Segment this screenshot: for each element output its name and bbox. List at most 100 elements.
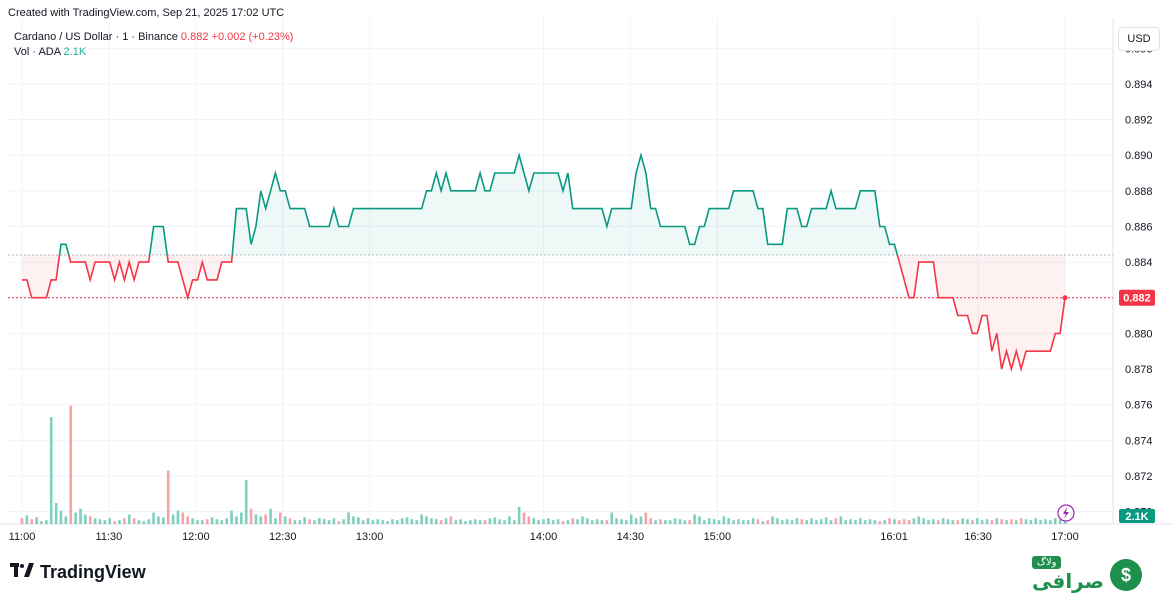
volume-bar — [1000, 519, 1003, 524]
volume-bar — [941, 518, 945, 524]
x-tick-label: 17:00 — [1051, 531, 1079, 543]
last-volume-tag — [1119, 509, 1155, 523]
volume-bar — [1049, 520, 1052, 524]
volume-bar — [264, 514, 267, 524]
volume-bar — [376, 519, 380, 524]
volume-bar — [668, 520, 672, 524]
volume-bar — [430, 518, 433, 524]
volume-bar — [69, 405, 73, 524]
volume-bar — [824, 517, 828, 524]
volume-bar — [464, 521, 467, 524]
volume-bar — [49, 417, 53, 524]
volume-bars — [20, 405, 1067, 524]
last-price-markers: 0.882 2.1K — [1057, 289, 1155, 523]
volume-bar — [327, 520, 331, 524]
volume-bar — [512, 520, 516, 524]
legend-price: 0.882 — [180, 31, 209, 43]
volume-bar — [688, 520, 692, 524]
volume-bar — [508, 516, 511, 524]
time-axis: 11:00 11:30 12:00 12:30 13:00 14:00 14:30 15:00… — [9, 531, 1079, 543]
volume-bar — [249, 508, 253, 524]
volume-bar — [844, 520, 847, 524]
volume-bar — [30, 519, 34, 524]
volume-bar — [639, 516, 643, 524]
volume-bar — [235, 516, 238, 524]
tradingview-brand[interactable]: TradingView — [10, 562, 146, 583]
volume-bar — [493, 517, 497, 524]
symbol-name[interactable]: Cardano / US Dollar · 1 · Binance — [14, 31, 178, 43]
chart-legend: Cardano / US Dollar · 1 · Binance 0.882 … — [14, 30, 293, 60]
y-tick-label: 0.880 — [1125, 328, 1153, 340]
volume-bar — [883, 520, 886, 524]
volume-bar — [1005, 520, 1008, 524]
volume-bar — [469, 520, 472, 524]
volume-bar — [561, 521, 565, 524]
lightning-icon[interactable] — [1057, 504, 1075, 522]
currency-button[interactable]: USD — [1118, 27, 1160, 51]
volume-bar — [35, 517, 38, 524]
volume-bar — [712, 519, 716, 524]
x-tick-label: 16:30 — [964, 531, 992, 543]
volume-bar — [693, 514, 696, 524]
watermark-tag: ولاگ — [1032, 556, 1062, 569]
volume-bar — [313, 520, 316, 524]
volume-bar — [20, 518, 24, 524]
volume-bar — [1044, 519, 1047, 524]
volume-bar — [547, 518, 550, 524]
volume-bar — [532, 518, 536, 524]
volume-bar — [776, 518, 779, 524]
volume-bar — [240, 512, 243, 524]
volume-label[interactable]: Vol · ADA — [14, 46, 61, 58]
volume-bar — [201, 520, 204, 524]
volume-bar — [629, 514, 633, 524]
volume-bar — [386, 521, 389, 524]
volume-bar — [1029, 520, 1033, 524]
volume-bar — [498, 519, 501, 524]
volume-bar — [215, 519, 219, 524]
volume-bar — [707, 518, 711, 524]
volume-bar — [1024, 519, 1028, 524]
price-axis: 0.8960.8940.8920.8900.8880.8860.8840.882… — [1125, 43, 1153, 518]
volume-bar — [727, 518, 731, 524]
volume-bar — [649, 518, 653, 524]
volume-bar — [410, 519, 414, 524]
volume-bar — [147, 519, 151, 524]
volume-bar — [927, 520, 930, 524]
volume-bar — [176, 510, 180, 524]
volume-bar — [210, 517, 214, 524]
watermark-logo: ولاگ صرافی $ — [1032, 556, 1142, 594]
volume-bar — [698, 516, 701, 524]
volume-bar — [1019, 518, 1023, 524]
volume-bar — [1010, 519, 1013, 524]
legend-change: +0.002 (+0.23%) — [211, 31, 294, 43]
volume-bar — [805, 520, 808, 524]
volume-bar — [790, 520, 794, 524]
x-tick-label: 11:00 — [9, 531, 36, 543]
y-tick-label: 0.892 — [1125, 115, 1153, 127]
volume-bar — [303, 517, 306, 524]
price-line-down — [22, 254, 1066, 373]
x-tick-label: 15:00 — [704, 531, 732, 543]
volume-bar — [586, 518, 589, 524]
volume-bar — [157, 516, 160, 524]
volume-bar — [79, 508, 82, 524]
volume-bar — [454, 520, 458, 524]
volume-bar — [283, 516, 287, 524]
volume-bar — [946, 519, 950, 524]
volume-bar — [166, 470, 170, 524]
volume-bar — [664, 520, 667, 524]
last-price-tag — [1119, 289, 1155, 306]
volume-value: 2.1K — [63, 46, 87, 58]
volume-bar — [678, 519, 682, 524]
volume-bar — [936, 520, 940, 524]
volume-bar — [761, 521, 765, 524]
volume-bar — [644, 512, 648, 524]
volume-bar — [722, 516, 726, 524]
volume-bar — [581, 516, 584, 524]
x-tick-label: 13:00 — [356, 531, 384, 543]
volume-bar — [93, 518, 97, 524]
last-volume-text: 2.1K — [1125, 511, 1148, 523]
volume-bar — [59, 510, 63, 524]
volume-bar — [795, 518, 799, 524]
